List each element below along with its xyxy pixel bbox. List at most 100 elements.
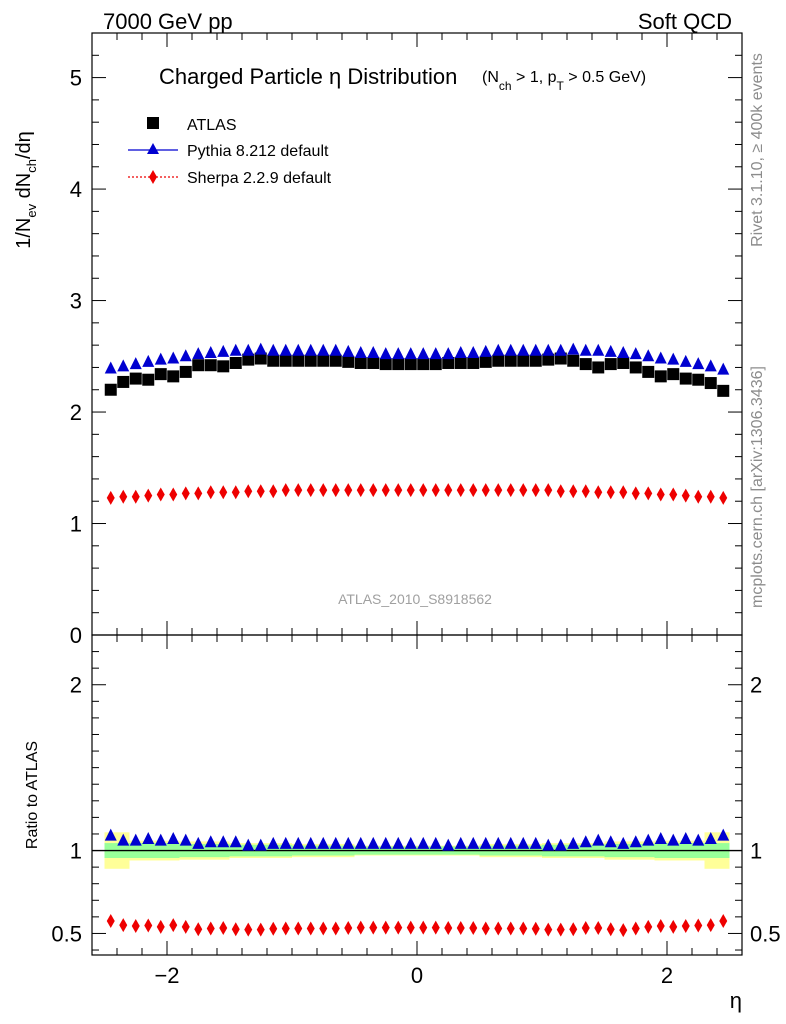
pythia-point xyxy=(117,359,130,372)
sherpa-point xyxy=(281,483,290,498)
x-axis-label: η xyxy=(730,988,742,1013)
sherpa-point xyxy=(594,485,603,500)
atlas-point xyxy=(717,384,730,397)
pythia-point xyxy=(654,351,667,364)
atlas-point xyxy=(392,358,405,371)
pythia-ratio-point xyxy=(154,833,167,846)
main-axis-ticks xyxy=(91,32,743,636)
main-data-markers xyxy=(104,342,730,505)
pythia-point xyxy=(204,345,217,358)
pythia-point xyxy=(667,352,680,365)
pythia-ratio-point xyxy=(554,838,567,851)
pythia-point xyxy=(142,354,155,367)
header-right: Soft QCD xyxy=(638,9,732,34)
pythia-point xyxy=(317,343,330,356)
sherpa-point xyxy=(631,486,640,501)
atlas-point xyxy=(604,358,617,371)
pythia-ratio-point xyxy=(642,833,655,846)
atlas-point xyxy=(479,355,492,368)
atlas-point xyxy=(129,372,142,385)
pythia-ratio-point xyxy=(667,833,680,846)
ratio-y-tick-label: 1 xyxy=(70,839,82,864)
pythia-ratio-point xyxy=(404,836,417,849)
pythia-point xyxy=(329,343,342,356)
ratio-y-axis-label: Ratio to ATLAS xyxy=(24,741,41,849)
sherpa-point xyxy=(256,484,265,499)
sherpa-point xyxy=(156,487,165,502)
sherpa-ratio-point xyxy=(306,921,315,936)
atlas-point xyxy=(629,361,642,374)
sherpa-ratio-point xyxy=(631,921,640,936)
sherpa-point xyxy=(106,490,115,505)
atlas-point xyxy=(279,354,292,367)
pythia-point xyxy=(529,343,542,356)
sherpa-point xyxy=(306,483,315,498)
sherpa-point xyxy=(381,483,390,498)
sherpa-point xyxy=(431,483,440,498)
sherpa-ratio-point xyxy=(419,920,428,935)
sherpa-ratio-point xyxy=(456,920,465,935)
sherpa-ratio-point xyxy=(331,921,340,936)
sherpa-point xyxy=(406,483,415,498)
pythia-point xyxy=(404,347,417,360)
sherpa-point xyxy=(394,483,403,498)
sherpa-ratio-point xyxy=(169,918,178,933)
sherpa-ratio-point xyxy=(444,920,453,935)
sherpa-ratio-point xyxy=(406,920,415,935)
y-tick-label: 0 xyxy=(70,623,82,648)
pythia-ratio-point xyxy=(129,833,142,846)
atlas-point xyxy=(642,365,655,378)
sherpa-ratio-point xyxy=(544,922,553,937)
pythia-ratio-point xyxy=(379,836,392,849)
sherpa-point xyxy=(444,483,453,498)
sherpa-ratio-point xyxy=(431,920,440,935)
sherpa-ratio-point xyxy=(369,920,378,935)
atlas-point xyxy=(567,354,580,367)
pythia-point xyxy=(342,344,355,357)
atlas-point xyxy=(467,356,480,369)
sherpa-ratio-point xyxy=(681,918,690,933)
pythia-point xyxy=(129,357,142,370)
x-tick-label: −2 xyxy=(154,963,179,988)
sherpa-ratio-point xyxy=(156,919,165,934)
sherpa-point xyxy=(244,484,253,499)
sherpa-ratio-point xyxy=(281,921,290,936)
pythia-ratio-point xyxy=(442,838,455,851)
atlas-point xyxy=(404,358,417,371)
sherpa-ratio-point xyxy=(619,923,628,938)
pythia-ratio-point xyxy=(429,836,442,849)
atlas-point xyxy=(179,365,192,378)
pythia-ratio-point xyxy=(392,836,405,849)
pythia-point xyxy=(217,344,230,357)
sherpa-point xyxy=(219,485,228,500)
y-tick-label: 4 xyxy=(70,177,82,202)
atlas-point xyxy=(429,358,442,371)
sherpa-point xyxy=(169,487,178,502)
sherpa-ratio-point xyxy=(694,918,703,933)
pythia-ratio-point xyxy=(142,831,155,844)
sherpa-ratio-point xyxy=(194,922,203,937)
sherpa-ratio-point xyxy=(294,921,303,936)
sherpa-point xyxy=(469,483,478,498)
sherpa-point xyxy=(519,483,528,498)
sherpa-point xyxy=(369,483,378,498)
pythia-ratio-point xyxy=(529,836,542,849)
sherpa-ratio-point xyxy=(319,921,328,936)
atlas-point xyxy=(454,356,467,369)
sherpa-ratio-point xyxy=(219,920,228,935)
legend: ATLAS Pythia 8.212 default Sherpa 2.2.9 … xyxy=(128,117,332,187)
sherpa-ratio-point xyxy=(344,920,353,935)
atlas-point xyxy=(142,373,155,386)
atlas-point xyxy=(217,360,230,373)
sherpa-point xyxy=(681,488,690,503)
legend-atlas-marker xyxy=(147,117,159,129)
ratio-y-tick-label-right: 0.5 xyxy=(750,921,781,946)
pythia-point xyxy=(642,349,655,362)
pythia-ratio-point xyxy=(717,828,730,841)
ratio-y-tick-label: 0.5 xyxy=(51,921,82,946)
pythia-point xyxy=(229,343,242,356)
pythia-point xyxy=(442,347,455,360)
legend-atlas-label: ATLAS xyxy=(187,117,237,134)
legend-pythia-label: Pythia 8.212 default xyxy=(187,143,329,160)
sherpa-point xyxy=(206,485,215,500)
